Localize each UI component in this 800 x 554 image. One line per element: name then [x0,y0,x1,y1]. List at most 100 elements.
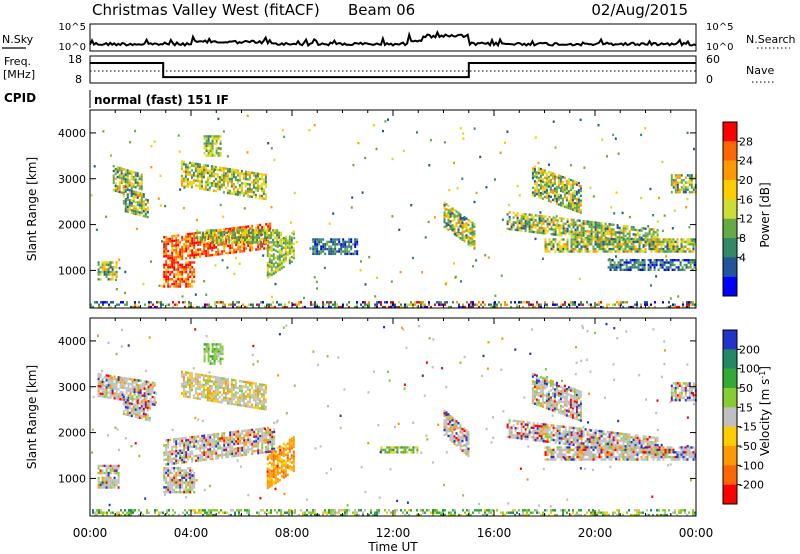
heatmap-cell [167,446,170,449]
heatmap-cell [97,392,100,395]
heatmap-cell [530,225,533,229]
heatmap-cell [230,381,233,384]
heatmap-cell [264,229,267,232]
heatmap-cell [344,247,347,251]
heatmap-cell [553,187,556,190]
heatmap-cell [165,280,168,283]
heatmap-cell [111,481,114,484]
heatmap-cell [119,383,122,387]
heatmap-cell [604,243,607,246]
heatmap-cell [185,257,188,260]
heatmap-cell [637,259,640,262]
heatmap-cell [238,172,241,175]
heatmap-cell [251,227,254,230]
heatmap-cell [228,170,231,173]
heatmap-cell [528,223,531,226]
heatmap-cell [189,263,192,266]
heatmap-cell [115,278,117,282]
nsearch-label: N.Search [746,33,796,46]
heatmap-cell [198,175,201,178]
heatmap-cell [640,303,642,306]
heatmap-cell [350,240,353,244]
heatmap-cell [249,443,252,446]
heatmap-cell [332,240,335,244]
heatmap-cell [633,266,636,269]
heatmap-cell [690,191,693,194]
heatmap-cell [674,186,677,189]
heatmap-cell [248,176,251,179]
heatmap-cell [632,226,635,229]
heatmap-cell [451,209,454,213]
heatmap-cell [111,380,114,383]
heatmap-cell [204,393,207,397]
heatmap-cell [150,166,153,169]
heatmap-cell [122,175,125,178]
heatmap-cell [193,268,196,271]
heatmap-cell [124,303,126,306]
heatmap-cell [125,396,128,399]
heatmap-cell [545,194,548,197]
heatmap-cell [240,172,243,175]
heatmap-cell [165,448,168,452]
heatmap-cell [626,245,629,248]
heatmap-cell [204,303,206,306]
heatmap-cell [668,305,670,309]
heatmap-cell [249,246,252,250]
heatmap-cell [107,483,110,487]
heatmap-cell [650,245,653,248]
heatmap-cell [122,180,125,183]
heatmap-cell [641,259,644,262]
heatmap-cell [97,380,100,383]
heatmap-cell [640,305,642,309]
heatmap-cell [214,264,217,267]
heatmap-cell [601,138,604,141]
heatmap-cell [202,187,205,191]
heatmap-cell [177,461,180,465]
heatmap-cell [200,173,203,176]
heatmap-cell [274,256,277,260]
heatmap-cell [535,188,538,191]
heatmap-cell [187,266,190,269]
heatmap-cell [185,263,188,266]
heatmap-cell [674,179,677,182]
heatmap-cell [235,226,238,230]
heatmap-cell [101,263,104,266]
heatmap-cell [193,486,196,489]
heatmap-cell [110,305,112,309]
heatmap-cell [119,395,122,399]
beam-label: Beam 06 [348,1,415,19]
heatmap-cell [244,185,247,188]
heatmap-cell [169,491,172,494]
heatmap-cell [652,247,655,251]
heatmap-cell [575,200,578,203]
heatmap-cell [140,211,143,215]
heatmap-cell [222,176,225,180]
heatmap-cell [266,249,269,253]
heatmap-cell [540,171,543,175]
heatmap-cell [197,456,200,460]
heatmap-cell [217,253,220,256]
heatmap-cell [664,250,667,253]
heatmap-cell [194,179,197,182]
heatmap-cell [218,178,221,181]
heatmap-cell [330,240,333,244]
heatmap-cell [659,263,662,267]
heatmap-cell [247,433,250,437]
heatmap-cell [120,172,123,175]
heatmap-cell [181,449,184,452]
heatmap-cell [202,374,205,377]
heatmap-cell [316,247,319,251]
heatmap-cell [543,191,546,194]
heatmap-cell [113,382,116,386]
heatmap-cell [242,303,244,306]
heatmap-cell [177,255,180,259]
heatmap-cell [576,224,579,227]
heatmap-cell [533,165,536,169]
heatmap-cell [219,154,222,157]
heatmap-cell [636,231,639,234]
heatmap-cell [324,243,327,246]
heatmap-cell [99,385,102,388]
heatmap-cell [492,305,494,309]
heatmap-cell [215,147,218,150]
heatmap-cell [578,231,581,234]
